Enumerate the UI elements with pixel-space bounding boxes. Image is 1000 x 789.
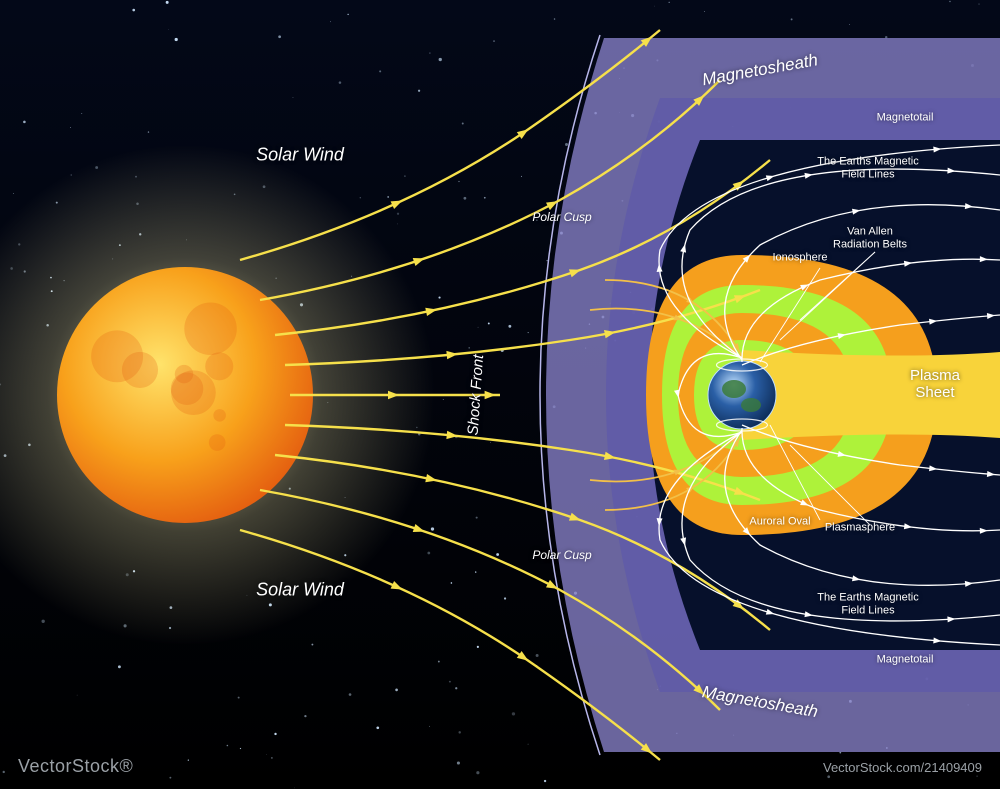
label-van_allen: Van AllenRadiation Belts <box>833 225 907 250</box>
label-magnetotail_bot: Magnetotail <box>877 654 934 667</box>
diagram-svg <box>0 0 1000 789</box>
label-field_lines_top: The Earths MagneticField Lines <box>817 155 919 180</box>
label-plasma_sheet: PlasmaSheet <box>910 367 960 402</box>
label-polar_cusp_top: Polar Cusp <box>532 211 591 225</box>
label-solar_wind_bot: Solar Wind <box>256 580 344 601</box>
label-ionosphere: Ionosphere <box>772 252 827 265</box>
diagram-stage: Solar WindSolar WindShock FrontPolar Cus… <box>0 0 1000 789</box>
label-field_lines_bot: The Earths MagneticField Lines <box>817 591 919 616</box>
label-plasmasphere: Plasmasphere <box>825 522 895 535</box>
label-magnetotail_top: Magnetotail <box>877 112 934 125</box>
image-id-text: VectorStock.com/21409409 <box>823 760 982 775</box>
plasma-sheet <box>742 350 1000 440</box>
label-solar_wind_top: Solar Wind <box>256 145 344 166</box>
label-auroral_oval: Auroral Oval <box>749 516 810 529</box>
label-polar_cusp_bot: Polar Cusp <box>532 549 591 563</box>
watermark-text: VectorStock® <box>18 756 133 777</box>
